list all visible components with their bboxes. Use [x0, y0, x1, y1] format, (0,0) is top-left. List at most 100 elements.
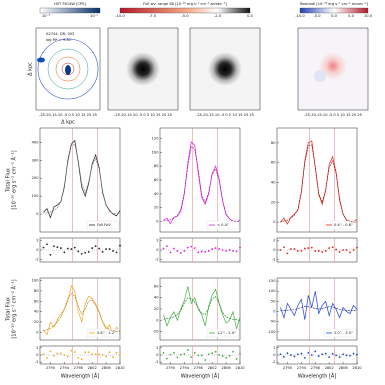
residual-point [338, 251, 341, 253]
residual-point [186, 246, 189, 249]
residual-point [307, 247, 310, 249]
residual-point [314, 250, 317, 252]
residual-point [193, 351, 196, 354]
residual-point [46, 243, 48, 246]
residual-point [179, 353, 182, 356]
legend-box [206, 220, 240, 230]
residual-point [293, 248, 296, 250]
legend-box [206, 328, 240, 338]
residual-point [321, 251, 324, 253]
residual-blob [314, 70, 326, 82]
y-tick-label: 40 [154, 296, 159, 300]
residual-point [193, 247, 196, 249]
y-tick-label: 20 [271, 200, 276, 204]
residual-point [342, 249, 344, 251]
residual-point [349, 354, 351, 357]
x-tick-labels: -25-20-15-10 -5 0 5 10 15 20 25 [114, 113, 172, 117]
y-axis-label: Δ kpc [28, 62, 34, 76]
y-tick-label: 80 [34, 289, 39, 293]
plot-frame [39, 127, 121, 233]
y-tick-label: 0 [36, 212, 39, 216]
residual-point [283, 246, 285, 249]
y-tick-label: 40 [154, 192, 159, 196]
x-tick-labels: -25-20-15-10 -5 0 5 10 15 20 25 [39, 113, 97, 117]
residual-point [310, 246, 313, 249]
colorbar-tick: 10⁻³ [42, 14, 50, 18]
y-tick-label: 20 [34, 320, 39, 324]
residual-point [335, 354, 338, 357]
residual-point [53, 354, 55, 357]
residual-point [46, 356, 48, 359]
residual-point [183, 250, 186, 252]
colorbar-label: Residual [10⁻¹⁸ erg s⁻¹ cm⁻² arcsec⁻²] [300, 2, 369, 6]
contour [55, 56, 81, 82]
residual-point [218, 354, 221, 356]
y-tick-label: 40 [34, 310, 39, 314]
y-axis-label: [10⁻²⁰ erg s⁻¹ cm⁻² Å⁻¹] [11, 150, 18, 209]
residual-point [204, 359, 207, 361]
residual-point [307, 351, 310, 354]
residual-point [66, 247, 69, 250]
residual-point [221, 355, 224, 357]
y-tick-label: 0 [273, 353, 276, 357]
residual-point [162, 247, 165, 250]
residual-point [286, 352, 289, 355]
residual-point [204, 251, 207, 253]
residual-point [214, 247, 217, 249]
y-axis-label: [10⁻²⁰ erg s⁻¹ cm⁻² Å⁻¹] [11, 279, 18, 338]
residual-point [91, 353, 94, 356]
contour [47, 48, 89, 90]
y-tick-label: 100 [32, 279, 40, 283]
residual-point [197, 354, 200, 357]
residual-point [300, 250, 303, 252]
residual-point [94, 245, 97, 248]
x-tick-label: 2810 [235, 366, 245, 370]
residual-point [290, 248, 292, 250]
inset-label: A2744, DR, 003 [46, 32, 74, 36]
colorbar-tick: 0.0 [331, 14, 337, 18]
y-tick-label: -2 [35, 360, 39, 364]
residual-point [84, 251, 87, 254]
colorbar-tick: -10.0 [295, 14, 305, 18]
plot-frame [39, 277, 121, 341]
residual-point [119, 244, 121, 247]
residual-point [162, 351, 165, 354]
residual-point [356, 246, 358, 249]
legend-label: 2.0'' - 3.5'' [334, 331, 353, 335]
residual-point [115, 251, 118, 254]
colorbar-tick: 10.0 [364, 14, 373, 18]
y-tick-label: 400 [32, 140, 40, 144]
residual-point [119, 354, 121, 357]
residual-point [335, 248, 338, 251]
colorbar-tick: -2.5 [214, 14, 221, 18]
y-tick-label: -50 [270, 320, 277, 324]
residual-point [49, 253, 52, 256]
residual-point [70, 349, 73, 352]
residual-point [331, 246, 334, 249]
y-tick-label: 100 [269, 289, 277, 293]
residual-point [345, 354, 348, 357]
y-tick-label: 150 [269, 279, 277, 283]
y-tick-label: 120 [152, 136, 160, 140]
contour [37, 38, 99, 100]
source [208, 52, 242, 86]
y-tick-label: 50 [271, 299, 276, 303]
y-tick-label: -2 [35, 258, 39, 262]
data-line [280, 140, 358, 225]
legend-label: Full FoV [97, 223, 111, 227]
residual-point [105, 248, 107, 250]
residual-point [176, 250, 179, 252]
y-tick-label: 80 [271, 141, 276, 145]
legend-label: 0.4'' - 0.8'' [334, 223, 353, 227]
residual-point [166, 357, 168, 360]
x-axis-label: Wavelength [Å] [298, 373, 337, 380]
residual-point [73, 246, 76, 249]
residual-point [101, 251, 104, 253]
residual-point [356, 353, 358, 356]
residual-point [290, 354, 292, 356]
residual-point [200, 250, 203, 253]
residual-point [59, 352, 62, 355]
residual-point [169, 353, 172, 356]
colorbar-tick: -5.0 [313, 14, 321, 18]
